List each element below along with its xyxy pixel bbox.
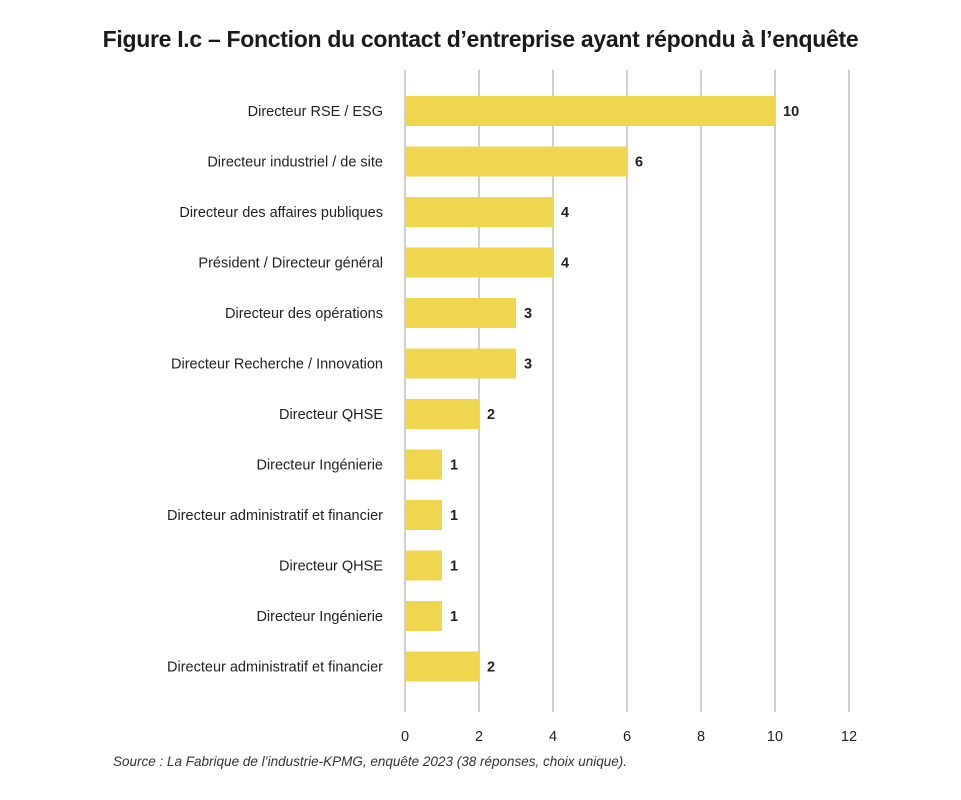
bar xyxy=(405,298,516,328)
category-label: Directeur RSE / ESG xyxy=(248,104,383,120)
x-tick-label: 8 xyxy=(697,729,705,745)
data-label: 10 xyxy=(783,104,799,120)
data-label: 3 xyxy=(524,357,532,373)
bar xyxy=(405,247,553,278)
bar xyxy=(405,146,627,177)
bar xyxy=(405,449,442,480)
bar xyxy=(405,651,479,682)
category-label: Directeur des affaires publiques xyxy=(179,205,383,221)
source-note: Source : La Fabrique de l’industrie-KPMG… xyxy=(113,754,628,769)
chart-title: Figure I.c – Fonction du contact d’entre… xyxy=(102,26,859,52)
x-tick-label: 0 xyxy=(401,729,409,745)
bar xyxy=(405,500,442,530)
category-label: Directeur Ingénierie xyxy=(256,609,383,625)
category-label: Directeur industriel / de site xyxy=(207,155,383,171)
bar xyxy=(405,550,442,581)
category-label: Directeur Recherche / Innovation xyxy=(171,357,383,373)
data-label: 2 xyxy=(487,407,495,423)
category-label: Directeur QHSE xyxy=(279,407,383,423)
bar xyxy=(405,348,516,379)
x-tick-label: 12 xyxy=(841,729,857,745)
data-label: 4 xyxy=(561,256,569,272)
x-tick-label: 10 xyxy=(767,729,783,745)
category-label: Directeur QHSE xyxy=(279,559,383,575)
data-label: 1 xyxy=(450,609,458,625)
category-label: Directeur administratif et financier xyxy=(167,660,383,676)
data-label: 3 xyxy=(524,306,532,322)
category-label: Président / Directeur général xyxy=(198,256,383,272)
data-label: 1 xyxy=(450,458,458,474)
bar xyxy=(405,96,775,126)
data-label: 1 xyxy=(450,559,458,575)
bar xyxy=(405,601,442,631)
category-label: Directeur des opérations xyxy=(225,306,383,322)
category-label: Directeur administratif et financier xyxy=(167,508,383,524)
x-tick-label: 6 xyxy=(623,729,631,745)
x-tick-label: 4 xyxy=(549,729,557,745)
data-label: 2 xyxy=(487,660,495,676)
data-label: 6 xyxy=(635,155,643,171)
data-label: 4 xyxy=(561,205,569,221)
bar xyxy=(405,197,553,227)
x-tick-label: 2 xyxy=(475,729,483,745)
data-label: 1 xyxy=(450,508,458,524)
category-label: Directeur Ingénierie xyxy=(256,458,383,474)
bar xyxy=(405,399,479,429)
